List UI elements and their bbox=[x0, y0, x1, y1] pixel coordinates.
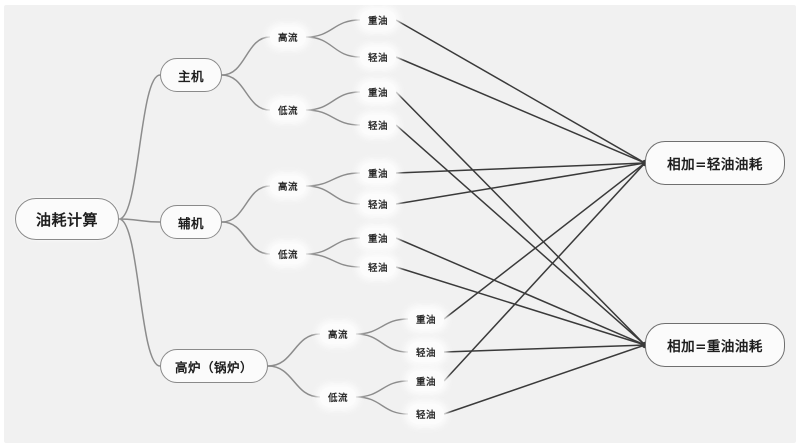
edge-oil-result-2-1-0 bbox=[444, 163, 645, 381]
oil-node-1-0-1[interactable]: 轻油 bbox=[360, 194, 396, 214]
edge-root-branch-0 bbox=[119, 75, 160, 219]
oil-node-2-1-1[interactable]: 轻油 bbox=[408, 404, 444, 424]
edge-flow-oil-2-1-1 bbox=[356, 397, 408, 414]
result-node-light-label: 相加=轻油油耗 bbox=[667, 153, 763, 173]
oil-node-0-0-1[interactable]: 轻油 bbox=[360, 47, 396, 67]
edge-branch-flow-1-0 bbox=[222, 186, 270, 222]
edge-flow-oil-2-0-1 bbox=[356, 334, 408, 352]
root-node-label: 油耗计算 bbox=[36, 209, 98, 230]
edge-layer bbox=[4, 5, 796, 443]
flow-node-1-0[interactable]: 高流 bbox=[270, 176, 306, 196]
flow-node-2-1-label: 低流 bbox=[328, 390, 348, 404]
edge-flow-oil-0-1-1 bbox=[306, 110, 360, 125]
flow-node-0-1[interactable]: 低流 bbox=[270, 100, 306, 120]
oil-node-1-1-0-label: 重油 bbox=[368, 231, 388, 245]
result-node-heavy-label: 相加=重油油耗 bbox=[667, 335, 763, 355]
edge-oil-result-0-1-0 bbox=[396, 92, 645, 345]
oil-node-0-0-0-label: 重油 bbox=[368, 13, 388, 27]
flow-node-2-1[interactable]: 低流 bbox=[320, 387, 356, 407]
flow-node-2-0-label: 高流 bbox=[328, 327, 348, 341]
edge-flow-oil-2-0-0 bbox=[356, 319, 408, 334]
edge-flow-oil-2-1-0 bbox=[356, 381, 408, 397]
edge-flow-oil-0-0-1 bbox=[306, 37, 360, 57]
edge-oil-result-0-0-0 bbox=[396, 20, 645, 163]
edge-branch-flow-0-0 bbox=[222, 37, 270, 75]
flow-node-1-0-label: 高流 bbox=[278, 179, 298, 193]
edge-flow-oil-1-1-0 bbox=[306, 238, 360, 254]
oil-node-2-0-0[interactable]: 重油 bbox=[408, 309, 444, 329]
branch-node-2[interactable]: 高炉（锅炉） bbox=[160, 349, 268, 383]
edge-oil-result-0-0-1 bbox=[396, 57, 645, 163]
oil-node-2-1-0-label: 重油 bbox=[416, 374, 436, 388]
flow-node-2-0[interactable]: 高流 bbox=[320, 324, 356, 344]
edge-branch-flow-1-1 bbox=[222, 222, 270, 254]
edge-flow-oil-1-1-1 bbox=[306, 254, 360, 267]
oil-node-1-1-1-label: 轻油 bbox=[368, 260, 388, 274]
diagram-canvas: 相加=轻油油耗相加=重油油耗油耗计算主机高流重油轻油低流重油轻油辅机高流重油轻油… bbox=[0, 0, 800, 447]
oil-node-0-1-1-label: 轻油 bbox=[368, 118, 388, 132]
edge-root-branch-2 bbox=[119, 219, 160, 366]
edge-oil-result-1-1-1 bbox=[396, 267, 645, 345]
oil-node-1-0-0-label: 重油 bbox=[368, 166, 388, 180]
oil-node-1-0-0[interactable]: 重油 bbox=[360, 163, 396, 183]
oil-node-1-1-1[interactable]: 轻油 bbox=[360, 257, 396, 277]
oil-node-2-0-1-label: 轻油 bbox=[416, 345, 436, 359]
edge-flow-oil-0-0-0 bbox=[306, 20, 360, 37]
branch-node-0[interactable]: 主机 bbox=[160, 58, 222, 92]
edge-flow-oil-0-1-0 bbox=[306, 92, 360, 110]
edge-oil-result-2-1-1 bbox=[444, 345, 645, 414]
branch-node-1[interactable]: 辅机 bbox=[160, 205, 222, 239]
root-node[interactable]: 油耗计算 bbox=[15, 198, 119, 240]
branch-node-0-label: 主机 bbox=[178, 66, 204, 85]
oil-node-1-0-1-label: 轻油 bbox=[368, 197, 388, 211]
edge-oil-result-2-0-1 bbox=[444, 345, 645, 352]
edge-branch-flow-0-1 bbox=[222, 75, 270, 110]
diagram-board: 相加=轻油油耗相加=重油油耗油耗计算主机高流重油轻油低流重油轻油辅机高流重油轻油… bbox=[4, 5, 796, 443]
edge-flow-oil-1-0-0 bbox=[306, 173, 360, 186]
edge-oil-result-1-0-1 bbox=[396, 163, 645, 204]
edge-oil-result-2-0-0 bbox=[444, 163, 645, 319]
branch-node-2-label: 高炉（锅炉） bbox=[175, 357, 253, 376]
result-node-light[interactable]: 相加=轻油油耗 bbox=[645, 141, 785, 185]
oil-node-2-1-0[interactable]: 重油 bbox=[408, 371, 444, 391]
oil-node-2-1-1-label: 轻油 bbox=[416, 407, 436, 421]
oil-node-0-0-1-label: 轻油 bbox=[368, 50, 388, 64]
edge-root-branch-1 bbox=[119, 219, 160, 222]
oil-node-0-1-0[interactable]: 重油 bbox=[360, 82, 396, 102]
oil-node-2-0-0-label: 重油 bbox=[416, 312, 436, 326]
flow-node-0-1-label: 低流 bbox=[278, 103, 298, 117]
result-node-heavy[interactable]: 相加=重油油耗 bbox=[645, 323, 785, 367]
oil-node-2-0-1[interactable]: 轻油 bbox=[408, 342, 444, 362]
oil-node-0-1-1[interactable]: 轻油 bbox=[360, 115, 396, 135]
edge-branch-flow-2-1 bbox=[268, 366, 320, 397]
branch-node-1-label: 辅机 bbox=[178, 213, 204, 232]
flow-node-1-1[interactable]: 低流 bbox=[270, 244, 306, 264]
oil-node-0-1-0-label: 重油 bbox=[368, 85, 388, 99]
oil-node-1-1-0[interactable]: 重油 bbox=[360, 228, 396, 248]
flow-node-0-0[interactable]: 高流 bbox=[270, 27, 306, 47]
edge-branch-flow-2-0 bbox=[268, 334, 320, 366]
edge-flow-oil-1-0-1 bbox=[306, 186, 360, 204]
flow-node-1-1-label: 低流 bbox=[278, 247, 298, 261]
oil-node-0-0-0[interactable]: 重油 bbox=[360, 10, 396, 30]
flow-node-0-0-label: 高流 bbox=[278, 30, 298, 44]
edge-oil-result-1-0-0 bbox=[396, 163, 645, 173]
